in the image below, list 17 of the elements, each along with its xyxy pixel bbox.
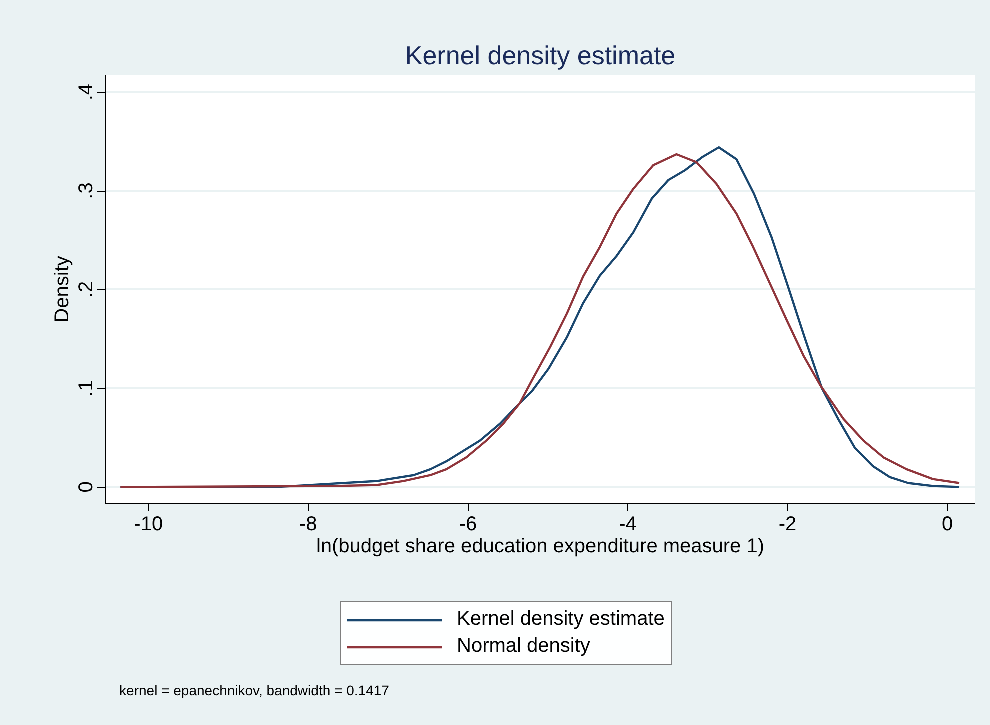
y-tick-label: .3 [76, 182, 98, 200]
x-tick-label: -8 [300, 514, 318, 536]
x-tick-label: 0 [942, 514, 954, 536]
text: kernel = epanechnikov, bandwidth = 0.1417 [120, 682, 390, 698]
y-tick-label: .4 [76, 84, 98, 101]
x-tick-label: -4 [619, 514, 637, 536]
x-tick-label: -6 [459, 514, 478, 536]
y-tick-label: .2 [76, 281, 98, 298]
legend-label: Kernel density estimate [457, 608, 665, 631]
y-tick-label: 0 [76, 482, 98, 493]
y-tick-label: .1 [76, 380, 98, 397]
y-axis-title: Density [52, 256, 74, 323]
x-tick-label: -10 [134, 514, 164, 536]
chart-title: Kernel density estimate [405, 40, 676, 70]
x-axis-title: ln(budget share education expenditure measure 1) [316, 536, 765, 558]
legend-label: Normal density [457, 635, 590, 658]
x-tick-label: -2 [778, 514, 797, 536]
